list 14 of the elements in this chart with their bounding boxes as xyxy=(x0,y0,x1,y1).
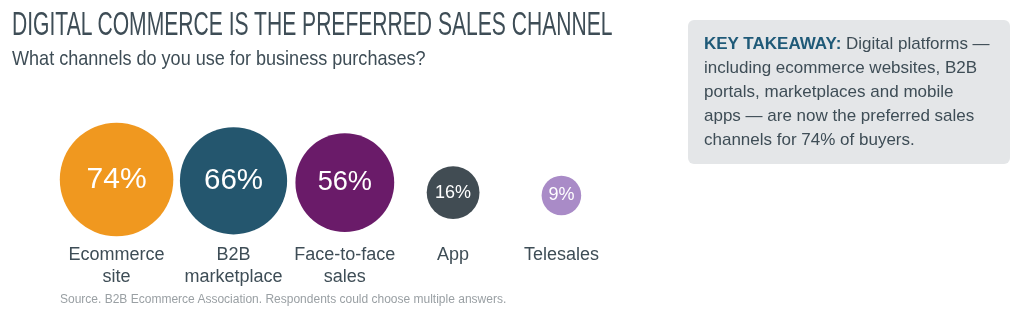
category-label: Face-to-face sales xyxy=(294,244,396,287)
category-label: App xyxy=(437,244,470,265)
category-label: B2B marketplace xyxy=(184,244,283,287)
data-label: 74% xyxy=(86,160,147,194)
text: DIGITAL COMMERCE IS THE PREFERRED SALES CHANNEL xyxy=(12,4,613,43)
category-label: Telesales xyxy=(523,244,599,265)
text: KEY TAKEAWAY: Digital platforms — including ecommerce websites, B2B portals, marketplaces and mobile apps — are now the preferred sales channels for 74% of buyers. xyxy=(688,20,1010,164)
source-note: Source. B2B Ecommerce Association. Respondents could choose multiple answers. xyxy=(60,292,507,306)
data-label: 16% xyxy=(435,181,472,202)
text: What channels do you use for business purchases? xyxy=(12,46,426,70)
category-label: Ecommerce site xyxy=(68,244,165,287)
data-label: 9% xyxy=(548,184,575,205)
data-label: 56% xyxy=(317,165,372,197)
data-label: 66% xyxy=(204,161,264,195)
